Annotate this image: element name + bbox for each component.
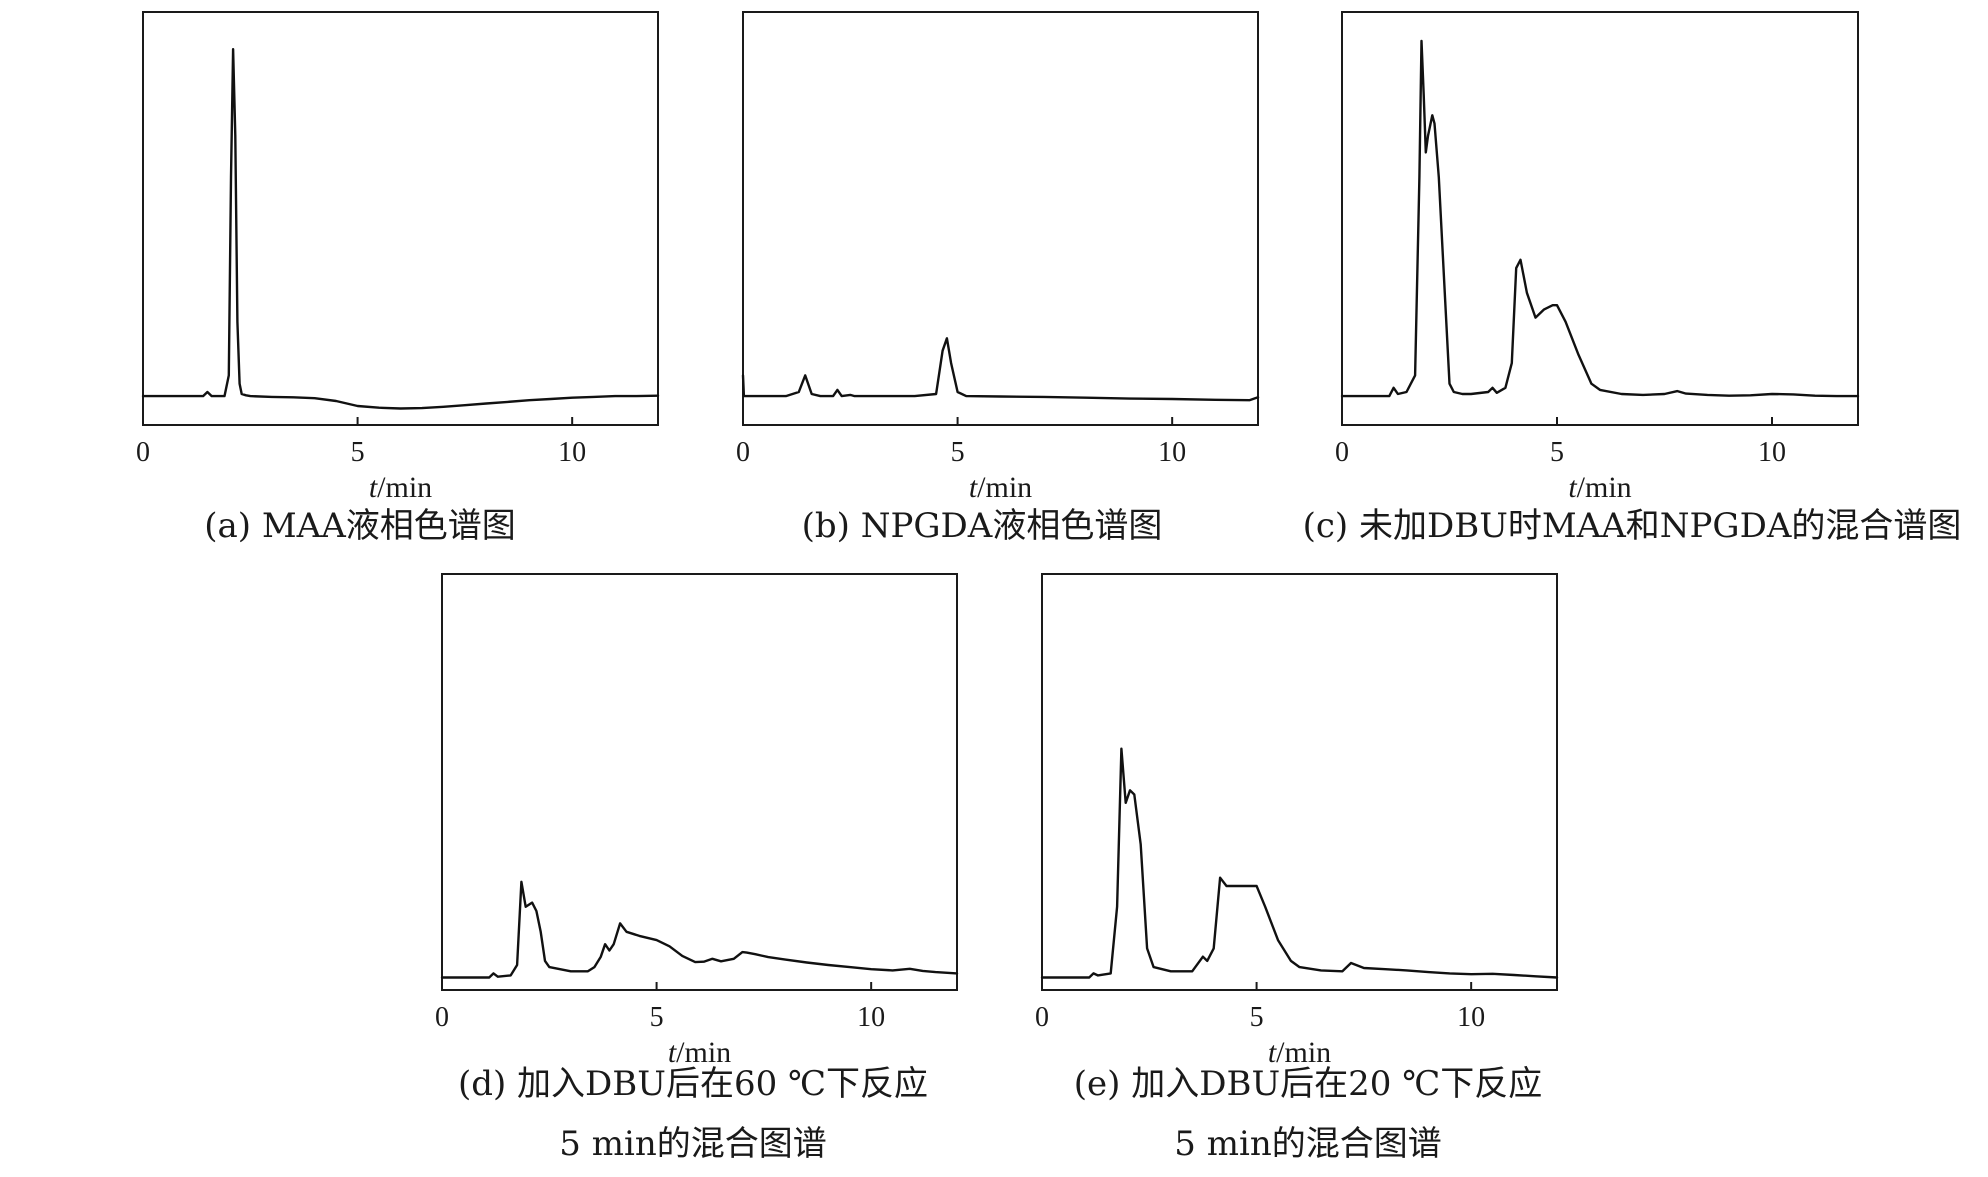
x-tick-label: 10 bbox=[558, 437, 586, 468]
chromatogram-line bbox=[440, 880, 959, 979]
x-axis-unit: /min bbox=[977, 471, 1032, 504]
chromatogram-line bbox=[741, 337, 1260, 402]
panel-caption: (d) 加入DBU后在60 ℃下反应 bbox=[458, 1064, 928, 1104]
panel-caption: (e) 加入DBU后在20 ℃下反应 bbox=[1074, 1064, 1542, 1104]
chart-panel-e: 0 5 10 t/min(e) 加入DBU后在20 ℃下反应 5 min的混合图谱 bbox=[1035, 573, 1559, 1164]
x-axis-unit: /min bbox=[377, 471, 432, 504]
x-tick-label: 10 bbox=[1457, 1002, 1485, 1033]
panel-caption: 5 min的混合图谱 bbox=[1174, 1124, 1441, 1164]
x-axis-symbol: t bbox=[969, 471, 978, 504]
x-axis-symbol: t bbox=[668, 1036, 677, 1069]
chromatogram-line bbox=[141, 48, 660, 410]
chart-panel-b: 0 5 10 t/min(b) NPGDA液相色谱图 bbox=[736, 11, 1260, 546]
panel-caption: (a) MAA液相色谱图 bbox=[204, 506, 516, 546]
x-axis-unit: /min bbox=[1577, 471, 1632, 504]
chromatogram-line bbox=[1340, 39, 1860, 398]
x-tick-label: 0 bbox=[736, 437, 750, 468]
x-tick-label: 5 bbox=[1550, 437, 1564, 468]
chart-panel-c: 0 5 10 t/min(c) 未加DBU时MAA和NPGDA的混合谱图 bbox=[1303, 11, 1962, 546]
x-axis-symbol: t bbox=[1268, 1036, 1277, 1069]
chromatogram-line bbox=[1040, 747, 1559, 979]
x-axis-unit: /min bbox=[676, 1036, 731, 1069]
plot-frame bbox=[441, 573, 958, 991]
x-tick-label: 5 bbox=[351, 437, 365, 468]
x-axis-symbol: t bbox=[369, 471, 378, 504]
x-tick-label: 0 bbox=[435, 1002, 449, 1033]
x-tick-label: 10 bbox=[1758, 437, 1786, 468]
plot-frame bbox=[1041, 573, 1558, 991]
plot-frame bbox=[742, 11, 1259, 426]
panel-caption: (b) NPGDA液相色谱图 bbox=[802, 506, 1163, 546]
x-tick-label: 0 bbox=[1335, 437, 1349, 468]
x-axis-unit: /min bbox=[1276, 1036, 1331, 1069]
chart-panel-a: 0 5 10 t/min(a) MAA液相色谱图 bbox=[136, 11, 660, 546]
x-tick-label: 5 bbox=[650, 1002, 664, 1033]
plot-frame bbox=[1341, 11, 1859, 426]
x-tick-label: 0 bbox=[136, 437, 150, 468]
x-axis-label: t/min bbox=[1568, 471, 1631, 504]
x-axis-label: t/min bbox=[1268, 1036, 1331, 1069]
x-tick-label: 10 bbox=[857, 1002, 885, 1033]
chart-panel-d: 0 5 10 t/min(d) 加入DBU后在60 ℃下反应 5 min的混合图谱 bbox=[435, 573, 959, 1164]
x-tick-label: 5 bbox=[1250, 1002, 1264, 1033]
x-tick-label: 5 bbox=[951, 437, 965, 468]
x-axis-label: t/min bbox=[969, 471, 1032, 504]
x-axis-label: t/min bbox=[369, 471, 432, 504]
x-axis-label: t/min bbox=[668, 1036, 731, 1069]
panel-caption: (c) 未加DBU时MAA和NPGDA的混合谱图 bbox=[1303, 506, 1962, 546]
panel-caption: 5 min的混合图谱 bbox=[559, 1124, 826, 1164]
x-axis-symbol: t bbox=[1568, 471, 1577, 504]
plot-frame bbox=[142, 11, 659, 426]
x-tick-label: 10 bbox=[1158, 437, 1186, 468]
x-tick-label: 0 bbox=[1035, 1002, 1049, 1033]
